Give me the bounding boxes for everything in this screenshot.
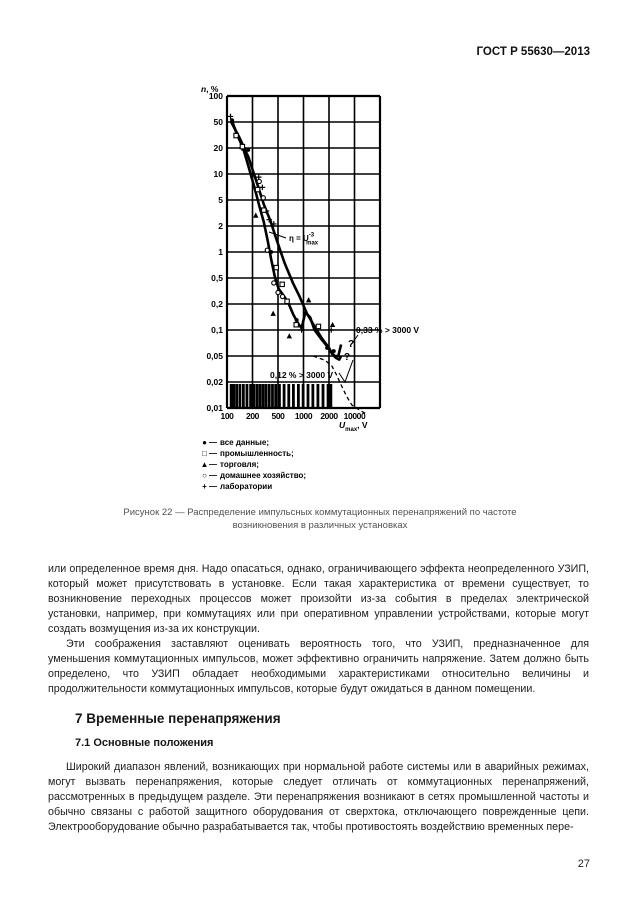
svg-text:1000: 1000 xyxy=(295,411,313,421)
legend-label: все данные; xyxy=(220,438,269,447)
x-axis-title: Umax, V xyxy=(339,420,368,433)
svg-text:200: 200 xyxy=(246,411,260,421)
chart-axis-titles: n, % Umax, V xyxy=(201,84,368,433)
svg-text:0,1: 0,1 xyxy=(211,325,223,335)
svg-text:20: 20 xyxy=(214,143,224,153)
series-curve-2 xyxy=(230,121,343,361)
svg-text:2000: 2000 xyxy=(320,411,338,421)
legend-item: ○ — домашнее хозяйство; xyxy=(200,470,306,481)
svg-text:50: 50 xyxy=(214,117,224,127)
section-heading: 7 Временные перенапряжения xyxy=(75,711,281,726)
paragraph: или определенное время дня. Надо опасать… xyxy=(48,563,589,635)
svg-text:0,05: 0,05 xyxy=(206,351,223,361)
legend-dash: — xyxy=(209,482,217,491)
legend-dash: — xyxy=(209,460,217,469)
open-circle-marker-icon: ○ xyxy=(202,471,207,480)
annotation-text: ? xyxy=(348,339,354,350)
chart-legend: ● — все данные; □ — промышленность; ▲ — … xyxy=(200,437,307,492)
legend-label: лаборатории xyxy=(220,482,273,491)
legend-dash: — xyxy=(209,471,217,480)
paragraph: Эти соображения заставляют оценивать вер… xyxy=(48,638,589,695)
chart-rug-ticks xyxy=(229,384,333,407)
formula-annotation: η = U-3 max xyxy=(289,233,319,247)
svg-text:1: 1 xyxy=(218,247,223,257)
figure-caption: Рисунок 22 — Распределение импульсных ко… xyxy=(123,507,517,531)
doc-number: ГОСТ Р 55630—2013 xyxy=(476,46,590,58)
svg-text:10000: 10000 xyxy=(344,411,366,421)
svg-text:500: 500 xyxy=(272,411,286,421)
annotation-text: ? xyxy=(344,352,350,363)
chart-annotations: 0,33 % > 3000 V 0,12 % > 3000 V?? η = U-3 m… xyxy=(268,231,419,384)
annotation-text: 0,33 % > 3000 V xyxy=(356,325,419,335)
legend-dash: — xyxy=(209,438,217,447)
open-square-marker-icon: □ xyxy=(202,449,207,458)
legend-item: □ — промышленность; xyxy=(200,448,306,459)
legend-dash: — xyxy=(209,449,217,458)
body-text: или определенное время дня. Надо опасать… xyxy=(48,562,589,835)
svg-text:10: 10 xyxy=(214,169,224,179)
legend-label: торговля; xyxy=(220,460,259,469)
paragraph: Широкий диапазон явлений, возникающих пр… xyxy=(48,761,589,833)
svg-text:0,5: 0,5 xyxy=(211,273,223,283)
plus-marker-icon: + xyxy=(202,482,207,491)
legend-label: домашнее хозяйство; xyxy=(220,471,307,480)
annotation-text: 0,12 % > 3000 V xyxy=(270,370,333,380)
chart-markers xyxy=(227,113,336,354)
svg-text:0,01: 0,01 xyxy=(206,403,223,413)
legend-item: + — лаборатории xyxy=(200,481,306,492)
svg-text:100: 100 xyxy=(221,411,235,421)
legend-label: промышленность; xyxy=(220,449,294,458)
filled-triangle-marker-icon: ▲ xyxy=(200,460,209,469)
svg-text:0,02: 0,02 xyxy=(206,377,223,387)
filled-circle-marker-icon: ● xyxy=(202,438,207,447)
chart-grid xyxy=(225,94,382,410)
svg-text:2: 2 xyxy=(218,221,223,231)
legend-item: ▲ — торговля; xyxy=(200,459,306,470)
series-extrapolation-dashed xyxy=(312,355,368,415)
svg-text:5: 5 xyxy=(218,195,223,205)
svg-text:0,2: 0,2 xyxy=(211,299,223,309)
y-axis-title: n, % xyxy=(201,84,219,94)
subsection-heading: 7.1 Основные положения xyxy=(75,737,214,749)
legend-item: ● — все данные; xyxy=(200,437,306,448)
page-number: 27 xyxy=(577,858,590,870)
svg-text:100: 100 xyxy=(209,91,223,101)
